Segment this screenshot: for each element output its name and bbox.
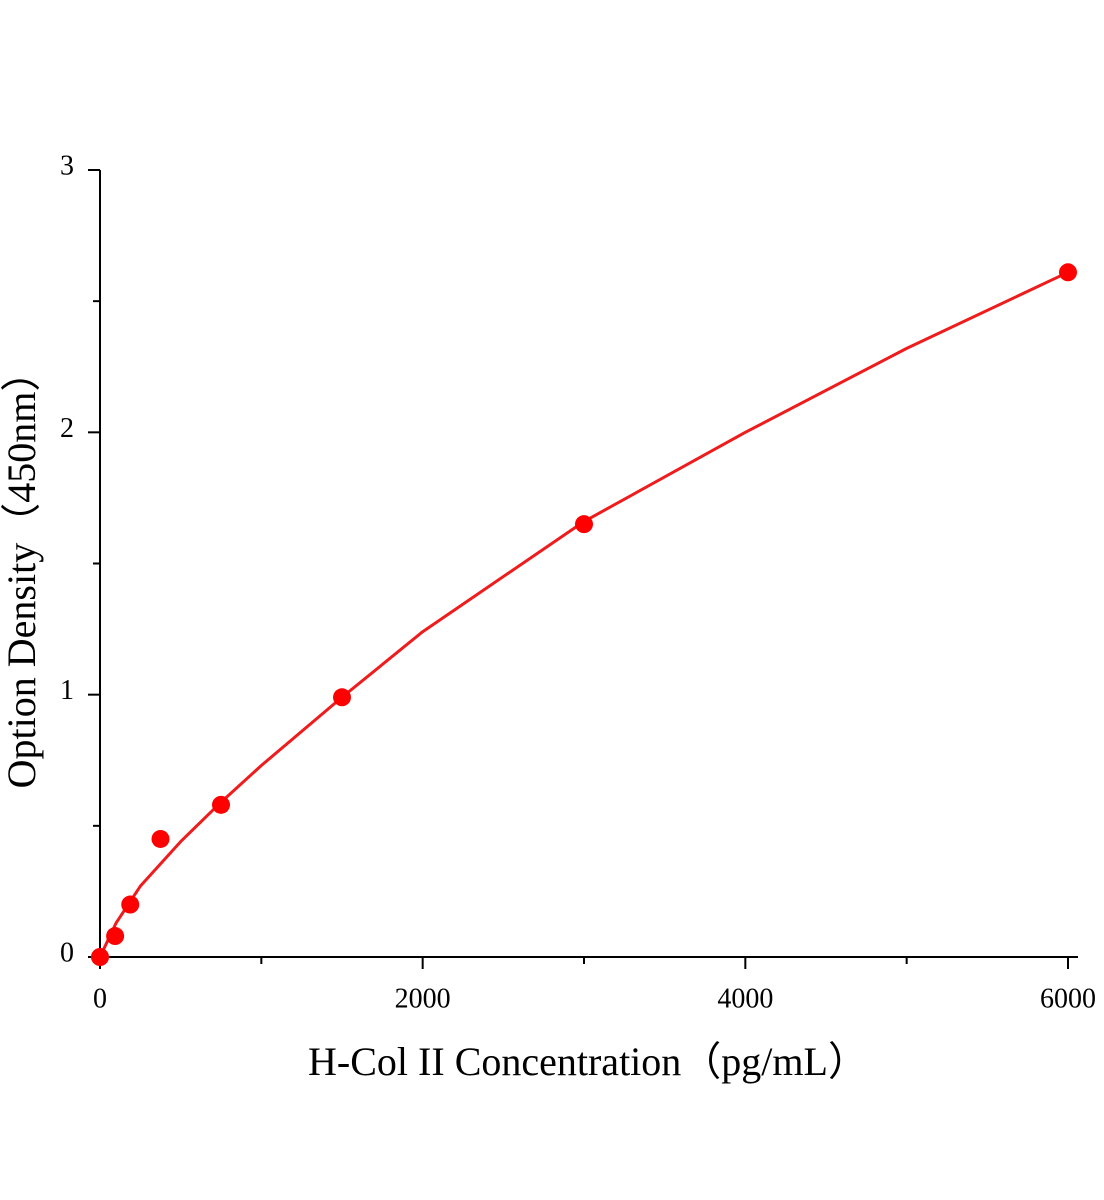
x-tick-label: 4000 bbox=[717, 983, 773, 1014]
x-tick-label: 2000 bbox=[395, 983, 451, 1014]
data-point bbox=[211, 795, 230, 814]
y-axis-label: Option Density（450nm） bbox=[0, 352, 44, 789]
fit-curve bbox=[98, 270, 1069, 958]
data-point bbox=[91, 948, 109, 966]
y-tick-label: 1 bbox=[60, 675, 74, 706]
y-tick-label: 3 bbox=[60, 150, 74, 181]
data-point bbox=[332, 688, 351, 707]
y-tick-label: 2 bbox=[60, 413, 74, 444]
y-tick-label: 0 bbox=[60, 937, 74, 968]
x-axis-label: H-Col II Concentration（pg/mL） bbox=[308, 1039, 868, 1084]
x-tick-label: 6000 bbox=[1040, 983, 1096, 1014]
data-point bbox=[151, 829, 170, 848]
data-point bbox=[106, 927, 125, 946]
x-tick-label: 0 bbox=[93, 983, 107, 1014]
data-point bbox=[121, 895, 140, 914]
data-point bbox=[1058, 263, 1077, 282]
data-point bbox=[574, 515, 593, 534]
